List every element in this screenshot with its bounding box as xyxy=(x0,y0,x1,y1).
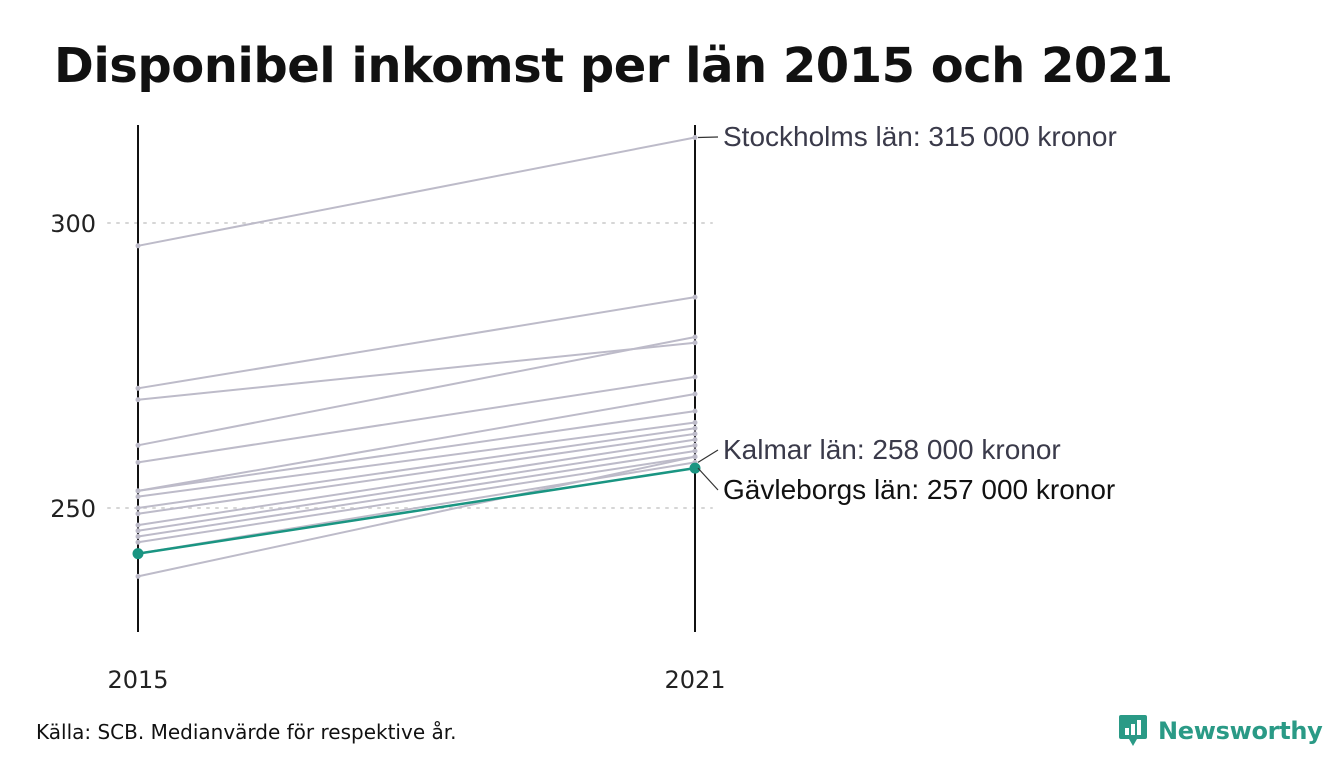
series-point-series-15-2021 xyxy=(692,454,698,460)
series-lines xyxy=(132,135,701,579)
series-line-series-1 xyxy=(137,296,696,390)
series-point-series-9-2015 xyxy=(135,511,141,517)
series-point-gävleborgs-län-2021 xyxy=(689,462,701,474)
series-line-series-15 xyxy=(137,455,696,578)
series-point-series-8-2021 xyxy=(692,425,698,431)
x-tick-label-2015: 2015 xyxy=(107,666,168,694)
series-point-series-2-2021 xyxy=(692,340,698,346)
series-point-stockholms-län-2021 xyxy=(692,135,698,140)
series-point-series-11-2015 xyxy=(135,528,141,534)
series-line-series-7 xyxy=(137,421,696,498)
series-point-series-1-2021 xyxy=(692,294,698,300)
series-point-series-11-2021 xyxy=(692,442,698,448)
series-line-series-8 xyxy=(137,427,696,509)
series-label-16: Gävleborgs län: 257 000 kronor xyxy=(723,474,1115,505)
series-point-series-15-2015 xyxy=(135,573,141,579)
series-line-gävleborgs-län xyxy=(137,466,696,555)
series-point-series-3-2015 xyxy=(135,442,141,448)
series-point-series-10-2015 xyxy=(135,522,141,528)
series-line-series-5 xyxy=(137,393,696,492)
series-line-series-12 xyxy=(137,450,696,538)
series-point-series-10-2021 xyxy=(692,437,698,443)
axes: 250 300 2015 2021 xyxy=(50,125,726,694)
series-point-series-7-2021 xyxy=(692,420,698,425)
y-tick-label-250: 250 xyxy=(50,495,96,523)
series-line-series-9 xyxy=(137,432,696,515)
series-point-series-4-2021 xyxy=(692,374,698,380)
series-point-series-5-2021 xyxy=(692,391,698,397)
series-point-series-7-2015 xyxy=(135,494,141,500)
label-leader-14 xyxy=(697,449,719,463)
series-line-stockholms-län xyxy=(137,136,696,247)
series-point-series-12-2015 xyxy=(135,534,141,539)
series-line-series-10 xyxy=(137,438,696,527)
series-label-0: Stockholms län: 315 000 kronor xyxy=(723,121,1117,152)
series-point-series-4-2015 xyxy=(135,459,141,465)
grid-lines xyxy=(107,222,713,509)
series-line-series-11 xyxy=(137,444,696,532)
series-label-14: Kalmar län: 258 000 kronor xyxy=(723,434,1061,465)
series-point-series-3-2021 xyxy=(692,334,698,340)
series-point-series-2-2015 xyxy=(135,397,141,403)
series-point-series-6-2021 xyxy=(692,408,698,414)
series-line-series-3 xyxy=(137,336,696,447)
label-leader-16 xyxy=(697,467,719,491)
y-tick-label-300: 300 xyxy=(50,210,96,238)
series-point-stockholms-län-2015 xyxy=(135,243,141,249)
series-line-series-13 xyxy=(137,455,696,544)
brand-name: Newsworthy xyxy=(1158,717,1323,745)
x-tick-label-2021: 2021 xyxy=(664,666,725,694)
series-point-series-1-2015 xyxy=(135,385,141,391)
series-point-series-13-2015 xyxy=(135,539,141,545)
series-line-series-6 xyxy=(137,410,696,492)
annotations: Stockholms län: 315 000 kronor Kalmar län… xyxy=(697,121,1117,505)
series-point-series-6-2015 xyxy=(135,488,141,494)
label-leader-0 xyxy=(697,136,719,139)
series-line-series-2 xyxy=(137,341,696,401)
series-point-series-12-2021 xyxy=(692,448,698,454)
series-point-series-9-2021 xyxy=(692,431,698,437)
series-point-gävleborgs-län-2015 xyxy=(132,548,144,560)
series-line-series-4 xyxy=(137,375,696,464)
source-note: Källa: SCB. Medianvärde för respektive å… xyxy=(36,720,457,744)
newsworthy-logo-icon xyxy=(1119,715,1147,746)
series-point-series-8-2015 xyxy=(135,505,141,511)
brand-logo[interactable]: Newsworthy xyxy=(1118,714,1323,748)
slope-chart: 250 300 2015 2021 Stockholms län: 315 000 k… xyxy=(50,121,1117,694)
chart-title: Disponibel inkomst per län 2015 och 2021 xyxy=(54,38,1173,94)
